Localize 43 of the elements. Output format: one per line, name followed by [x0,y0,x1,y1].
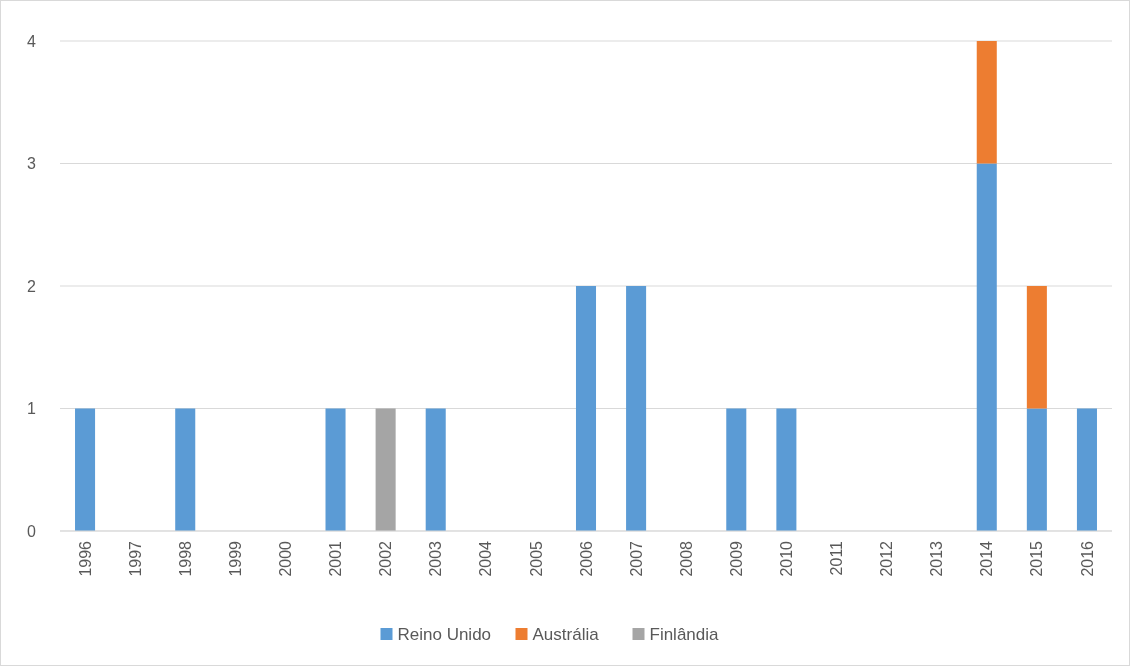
x-tick-label: 2008 [677,540,695,577]
bar [1026,286,1047,409]
x-tick-label: 2007 [627,540,645,577]
x-tick-label: 2001 [327,540,345,577]
y-tick-label: 2 [27,277,37,295]
x-tick-label: 2016 [1078,540,1096,577]
x-tick-label: 2012 [878,540,896,577]
bar [75,408,96,531]
x-tick-label: 1999 [226,540,244,577]
bar [726,408,747,531]
y-tick-label: 1 [27,400,37,418]
legend-label: Finlândia [649,624,720,644]
bar [626,286,647,531]
x-tick-label: 2002 [377,540,395,577]
bar [175,408,196,531]
legend-label: Reino Unido [397,624,492,644]
bar [776,408,797,531]
x-tick-label: 2006 [577,540,595,577]
x-tick-label: 2004 [477,540,495,577]
bar [976,163,997,531]
bar [1076,408,1097,531]
x-tick-label: 2015 [1028,540,1046,577]
bar [325,408,346,531]
bar [375,408,396,531]
y-tick-label: 0 [27,522,37,540]
x-tick-label: 1997 [126,540,144,577]
x-tick-label: 2009 [727,540,745,577]
x-tick-label: 1996 [76,540,94,577]
bar [575,286,597,531]
x-tick-label: 2013 [928,540,946,577]
x-tick-label: 2014 [978,540,996,577]
x-tick-label: 2000 [277,540,295,577]
y-tick-label: 4 [27,32,37,50]
bar [425,408,446,531]
legend-label: Austrália [532,624,600,644]
x-tick-label: 1998 [176,540,194,577]
x-tick-label: 2011 [828,540,846,576]
y-tick-label: 3 [27,155,37,173]
bar [1026,408,1047,531]
x-tick-label: 2005 [527,540,545,577]
bar [976,41,997,164]
x-tick-label: 2010 [777,540,795,577]
x-tick-label: 2003 [427,540,445,577]
